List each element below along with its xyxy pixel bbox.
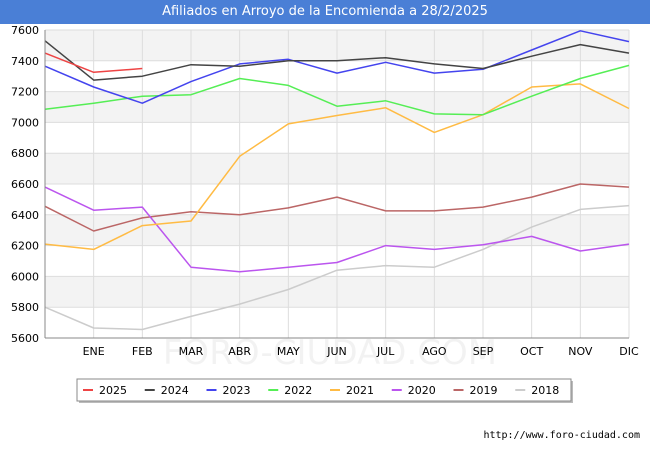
series-line-2024 <box>44 40 630 81</box>
y-tick-label: 6400 <box>11 209 39 222</box>
series-line-2021 <box>44 83 630 251</box>
y-tick-label: 6000 <box>11 270 39 283</box>
source-url: http://www.foro-ciudad.com <box>483 430 640 441</box>
legend-label-2023: 2023 <box>223 384 251 397</box>
legend-label-2019: 2019 <box>470 384 498 397</box>
x-tick-label: FEB <box>132 345 153 358</box>
series-line-2023 <box>44 30 630 104</box>
legend-label-2024: 2024 <box>161 384 189 397</box>
legend-label-2020: 2020 <box>408 384 436 397</box>
series-line-2020 <box>44 186 630 273</box>
x-tick-label: AGO <box>422 345 447 358</box>
y-tick-label: 7600 <box>11 24 39 37</box>
series-line-2018 <box>44 204 630 331</box>
legend-label-2021: 2021 <box>346 384 374 397</box>
y-tick-labels: 5600 5800 6000 6200 6400 6600 6800 7000 7200 7400… <box>11 24 39 345</box>
y-tick-label: 5800 <box>11 301 39 314</box>
line-chart: FORO-CIUDAD.COM 5600 5800 6000 6200 6400 6600… <box>11 24 639 403</box>
x-tick-label: DIC <box>619 345 639 358</box>
series-line-2025 <box>44 52 143 74</box>
x-tick-labels: ENE FEB MAR ABR MAY JUN JUL AGO SEP OCT NOV DIC <box>83 345 639 358</box>
y-tick-label: 7200 <box>11 86 39 99</box>
x-tick-label: JUL <box>376 345 395 358</box>
x-tick-label: SEP <box>473 345 494 358</box>
y-tick-label: 6800 <box>11 147 39 160</box>
watermark-text: FORO-CIUDAD.COM <box>163 333 497 373</box>
x-tick-label: JUN <box>326 345 347 358</box>
axes <box>44 30 629 339</box>
x-tick-label: MAY <box>277 345 300 358</box>
x-tick-label: NOV <box>568 345 593 358</box>
x-tick-label: OCT <box>520 345 543 358</box>
x-tick-label: MAR <box>179 345 204 358</box>
series-line-2022 <box>44 64 630 116</box>
y-tick-label: 6600 <box>11 178 39 191</box>
y-tick-label: 7000 <box>11 116 39 129</box>
legend-label-2018: 2018 <box>531 384 559 397</box>
legend-label-2022: 2022 <box>284 384 312 397</box>
legend-box <box>76 378 572 402</box>
chart-title: Afiliados en Arroyo de la Encomienda a 2… <box>0 0 650 24</box>
y-tick-label: 7400 <box>11 55 39 68</box>
x-tick-label: ABR <box>228 345 251 358</box>
y-tick-label: 6200 <box>11 240 39 253</box>
legend-label-2025: 2025 <box>99 384 127 397</box>
x-tick-label: ENE <box>83 345 105 358</box>
series-lines <box>44 30 630 331</box>
y-tick-label: 5600 <box>11 332 39 345</box>
legend: 2025 2024 2023 2022 2021 2020 2019 2018 <box>76 378 573 403</box>
series-line-2019 <box>44 183 630 232</box>
